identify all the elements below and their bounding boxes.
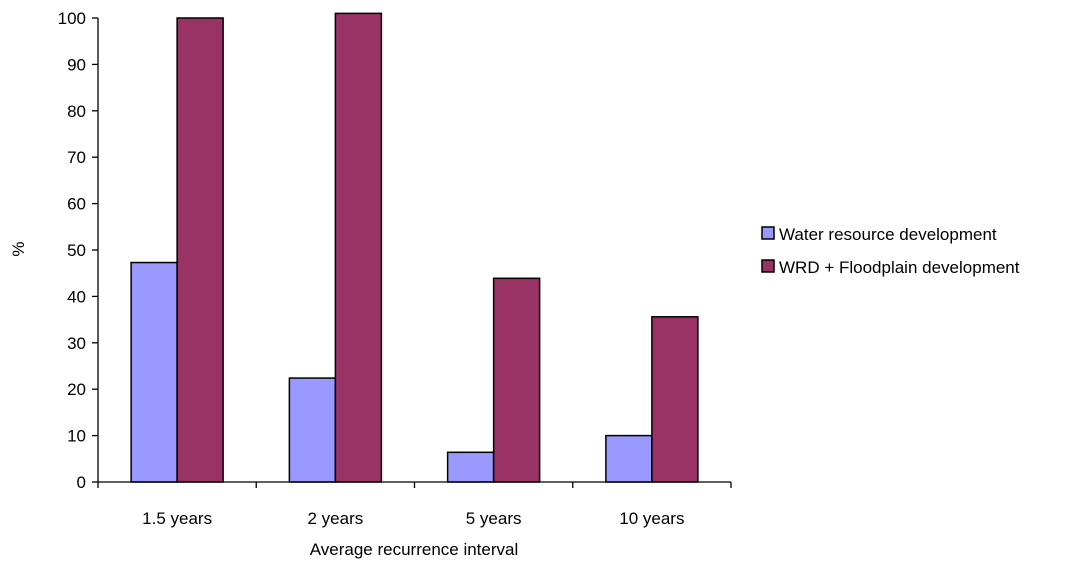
bar-2-2 [334, 12, 383, 483]
y-tick-label-9: 90 [67, 55, 86, 74]
x-tick-label-1: 1.5 years [142, 509, 212, 528]
legend-label-2: WRD + Floodplain development [779, 258, 1020, 277]
bar-2-3 [492, 277, 541, 483]
y-tick-label-0: 0 [77, 473, 86, 492]
y-tick-label-6: 60 [67, 195, 86, 214]
x-tick-label-4: 10 years [619, 509, 684, 528]
legend-swatch-2 [761, 259, 775, 273]
y-axis-title: % [9, 241, 28, 256]
y-tick-label-10: 100 [58, 9, 86, 28]
legend-label-1: Water resource development [779, 225, 997, 244]
bar-2-1 [176, 17, 224, 483]
bars-layer [130, 12, 699, 483]
bar-1-4 [605, 434, 653, 483]
y-tick-label-1: 10 [67, 427, 86, 446]
x-axis-title: Average recurrence interval [310, 540, 519, 559]
y-tick-label-4: 40 [67, 287, 86, 306]
bar-1-1 [130, 261, 178, 483]
legend: Water resource development WRD + Floodpla… [761, 225, 1020, 277]
x-tick-label-2: 2 years [308, 509, 364, 528]
y-tick-label-5: 50 [67, 241, 86, 260]
x-tick-label-3: 5 years [466, 509, 522, 528]
y-tick-label-3: 30 [67, 334, 86, 353]
y-tick-label-8: 80 [67, 102, 86, 121]
legend-swatch-1 [761, 226, 775, 240]
y-tick-label-2: 20 [67, 380, 86, 399]
bar-1-2 [288, 377, 337, 483]
bar-1-3 [446, 451, 495, 483]
bar-2-4 [651, 316, 699, 483]
y-tick-label-7: 70 [67, 148, 86, 167]
axes-layer: 0 10 20 30 40 50 60 70 80 90 100 1.5 years 2 years 5 … [58, 9, 732, 528]
